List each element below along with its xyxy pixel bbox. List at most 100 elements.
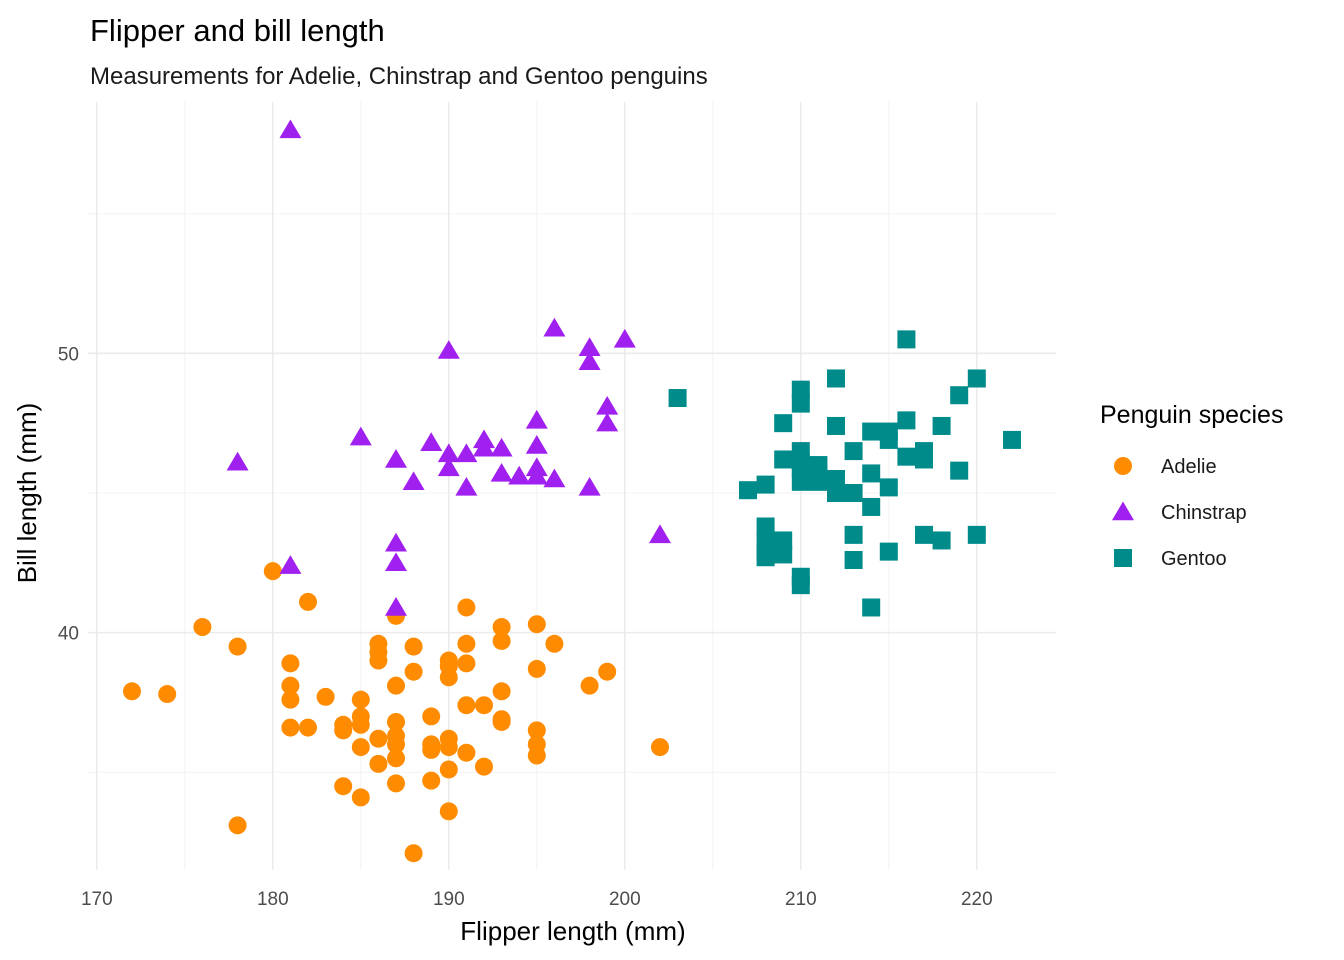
tick-labels: 170 180 190 200 210 220 40 50 bbox=[58, 344, 993, 910]
data-point-gentoo bbox=[756, 475, 775, 494]
data-point-chinstrap bbox=[385, 597, 407, 616]
data-point-adelie bbox=[387, 774, 405, 793]
data-point-chinstrap bbox=[437, 340, 460, 359]
data-point-adelie bbox=[351, 738, 370, 757]
data-point-gentoo bbox=[897, 447, 916, 466]
data-point-chinstrap bbox=[226, 451, 249, 471]
data-point-adelie bbox=[404, 637, 423, 656]
data-point-adelie bbox=[281, 718, 300, 737]
data-point-chinstrap bbox=[490, 437, 513, 457]
data-point-chinstrap bbox=[578, 351, 601, 370]
data-point-gentoo bbox=[774, 450, 793, 469]
data-point-adelie bbox=[263, 562, 282, 581]
data-point-gentoo bbox=[915, 450, 933, 469]
data-point-adelie bbox=[387, 676, 405, 695]
data-point-chinstrap bbox=[455, 476, 478, 496]
data-point-gentoo bbox=[932, 416, 951, 435]
data-point-adelie bbox=[387, 749, 405, 768]
data-point-adelie bbox=[492, 618, 511, 637]
data-point-adelie bbox=[527, 615, 546, 634]
data-point-gentoo bbox=[967, 369, 986, 388]
data-point-adelie bbox=[281, 690, 300, 709]
data-point-adelie bbox=[457, 654, 476, 673]
data-point-gentoo bbox=[774, 545, 793, 564]
data-point-adelie bbox=[158, 685, 177, 704]
data-point-adelie bbox=[351, 715, 370, 734]
data-point-adelie bbox=[492, 631, 511, 650]
data-point-gentoo bbox=[668, 389, 687, 408]
data-point-adelie bbox=[457, 598, 476, 617]
data-point-adelie bbox=[387, 735, 405, 754]
data-point-gentoo bbox=[879, 478, 898, 497]
data-point-gentoo bbox=[862, 464, 881, 483]
data-point-chinstrap bbox=[543, 468, 566, 488]
x-tick-label: 190 bbox=[433, 889, 465, 910]
data-point-adelie bbox=[527, 659, 546, 678]
chart-title: Flipper and bill length bbox=[90, 13, 385, 48]
data-point-adelie bbox=[492, 712, 511, 731]
legend-label: Gentoo bbox=[1161, 548, 1227, 570]
data-point-adelie bbox=[439, 738, 458, 757]
data-point-gentoo bbox=[862, 497, 881, 516]
data-point-adelie bbox=[387, 712, 405, 731]
series-chinstrap bbox=[226, 119, 671, 616]
data-point-chinstrap bbox=[385, 449, 407, 468]
data-point-gentoo bbox=[950, 461, 969, 480]
data-point-adelie bbox=[281, 676, 300, 695]
y-tick-label: 50 bbox=[58, 344, 79, 365]
data-point-chinstrap bbox=[613, 328, 636, 348]
data-point-chinstrap bbox=[437, 443, 460, 463]
data-point-adelie bbox=[598, 662, 617, 681]
data-point-chinstrap bbox=[578, 476, 601, 496]
data-point-adelie bbox=[369, 754, 388, 773]
data-point-chinstrap bbox=[385, 532, 407, 552]
data-point-chinstrap bbox=[596, 412, 619, 432]
grid bbox=[88, 102, 1056, 870]
data-point-adelie bbox=[475, 757, 493, 776]
data-point-gentoo bbox=[879, 430, 898, 449]
legend-item-chinstrap: Chinstrap bbox=[1112, 501, 1247, 524]
data-point-gentoo bbox=[756, 517, 775, 536]
data-point-adelie bbox=[651, 738, 669, 757]
data-point-chinstrap bbox=[349, 426, 372, 446]
x-tick-label: 210 bbox=[785, 889, 817, 910]
data-point-adelie bbox=[334, 721, 353, 740]
y-tick-label: 40 bbox=[58, 624, 79, 645]
legend-key-adelie bbox=[1114, 457, 1132, 475]
legend-label: Chinstrap bbox=[1161, 502, 1247, 524]
x-tick-label: 200 bbox=[609, 889, 641, 910]
data-point-gentoo bbox=[862, 422, 881, 441]
data-point-adelie bbox=[299, 592, 317, 611]
data-point-gentoo bbox=[932, 531, 951, 550]
data-point-chinstrap bbox=[473, 437, 495, 457]
data-point-adelie bbox=[316, 687, 335, 706]
data-point-adelie bbox=[457, 743, 476, 762]
data-point-chinstrap bbox=[525, 465, 548, 485]
data-point-gentoo bbox=[897, 330, 916, 349]
data-point-adelie bbox=[351, 690, 370, 709]
data-point-adelie bbox=[123, 682, 141, 701]
data-point-gentoo bbox=[791, 472, 810, 491]
data-point-adelie bbox=[439, 760, 458, 779]
series-gentoo bbox=[668, 330, 1021, 617]
data-point-adelie bbox=[439, 802, 458, 821]
data-point-gentoo bbox=[791, 394, 810, 413]
data-point-chinstrap bbox=[543, 317, 566, 337]
data-point-adelie bbox=[334, 777, 353, 796]
data-point-chinstrap bbox=[490, 462, 513, 482]
data-point-gentoo bbox=[950, 386, 969, 405]
data-point-chinstrap bbox=[437, 457, 460, 477]
x-tick-label: 180 bbox=[257, 889, 289, 910]
data-point-adelie bbox=[369, 729, 388, 748]
data-point-adelie bbox=[545, 634, 564, 653]
data-point-chinstrap bbox=[596, 395, 619, 415]
x-tick-label: 170 bbox=[81, 889, 113, 910]
data-point-adelie bbox=[422, 740, 441, 759]
data-point-chinstrap bbox=[402, 471, 425, 491]
data-point-gentoo bbox=[774, 531, 793, 550]
data-point-gentoo bbox=[809, 472, 828, 491]
data-point-gentoo bbox=[897, 411, 916, 430]
legend-title: Penguin species bbox=[1100, 401, 1283, 429]
data-point-gentoo bbox=[756, 548, 775, 567]
data-point-chinstrap bbox=[525, 409, 548, 429]
